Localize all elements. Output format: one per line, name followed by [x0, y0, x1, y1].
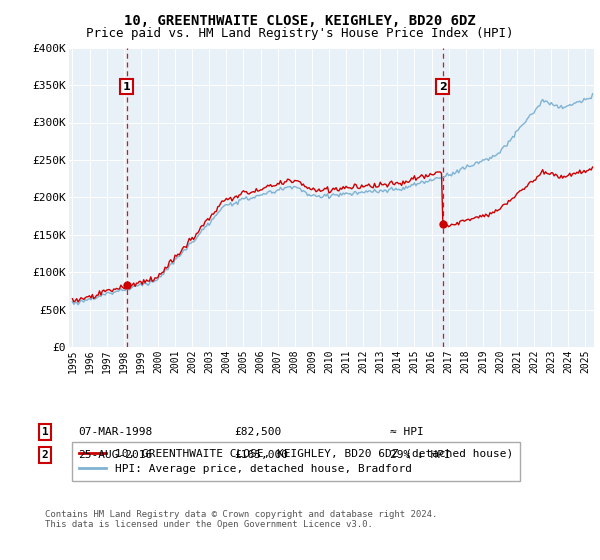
Text: Price paid vs. HM Land Registry's House Price Index (HPI): Price paid vs. HM Land Registry's House …	[86, 27, 514, 40]
Text: 29% ↓ HPI: 29% ↓ HPI	[390, 450, 451, 460]
Text: ≈ HPI: ≈ HPI	[390, 427, 424, 437]
Text: £82,500: £82,500	[234, 427, 281, 437]
Text: 07-MAR-1998: 07-MAR-1998	[78, 427, 152, 437]
Text: 10, GREENTHWAITE CLOSE, KEIGHLEY, BD20 6DZ: 10, GREENTHWAITE CLOSE, KEIGHLEY, BD20 6…	[124, 14, 476, 28]
Text: Contains HM Land Registry data © Crown copyright and database right 2024.
This d: Contains HM Land Registry data © Crown c…	[45, 510, 437, 529]
Text: 2: 2	[41, 450, 49, 460]
Text: 25-AUG-2016: 25-AUG-2016	[78, 450, 152, 460]
Text: 1: 1	[41, 427, 49, 437]
Text: 1: 1	[123, 82, 131, 91]
Legend: 10, GREENTHWAITE CLOSE, KEIGHLEY, BD20 6DZ (detached house), HPI: Average price,: 10, GREENTHWAITE CLOSE, KEIGHLEY, BD20 6…	[72, 442, 520, 481]
Text: £165,000: £165,000	[234, 450, 288, 460]
Text: 2: 2	[439, 82, 446, 91]
